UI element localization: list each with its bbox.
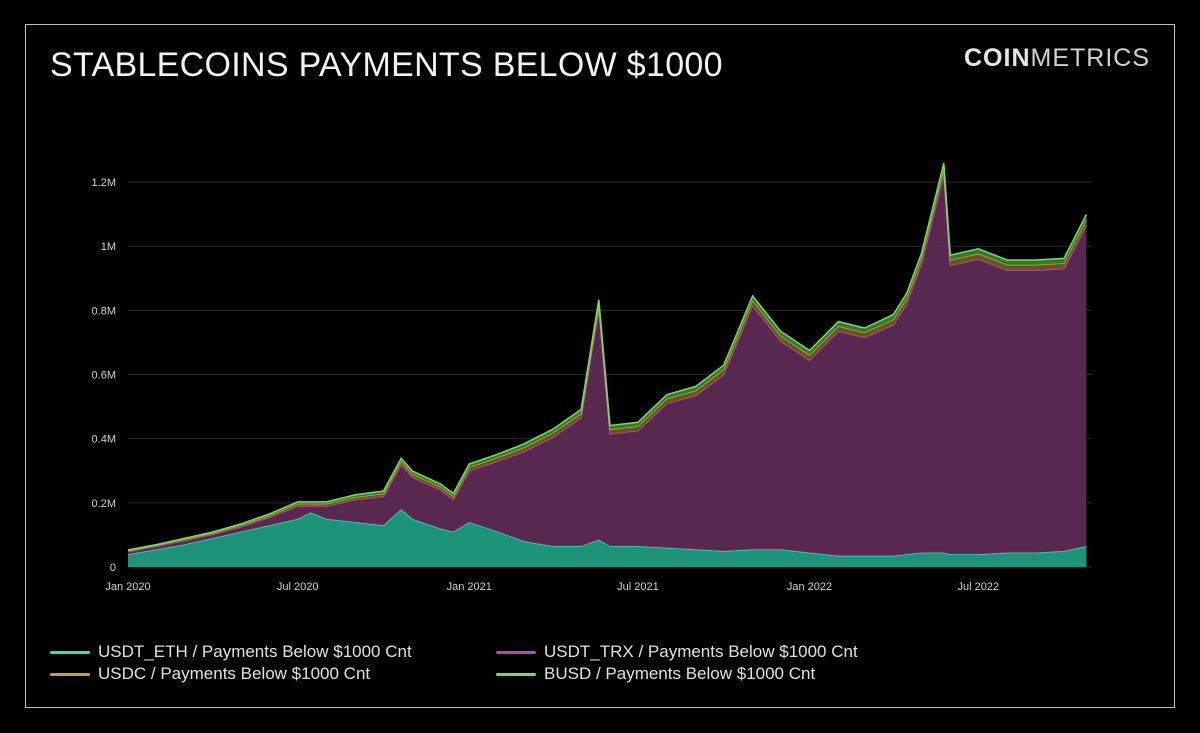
x-tick-label: Jan 2020 [105,581,150,593]
legend-label: USDT_TRX / Payments Below $1000 Cnt [544,642,858,661]
y-tick-label: 0.8M [92,305,116,317]
y-tick-label: 1M [101,241,116,253]
legend-swatch [496,650,536,654]
y-tick-label: 0.2M [92,498,116,510]
coinmetrics-logo: COINMETRICS [964,44,1150,73]
series-line-3 [127,163,1088,551]
y-axis: 0 0.2M 0.4M 0.6M 0.8M 1M 1.2M [92,177,116,574]
y-tick-label: 0.4M [92,434,116,446]
legend-item[interactable]: USDC / Payments Below $1000 Cnt [50,664,370,684]
legend: USDT_ETH / Payments Below $1000 Cnt USDT_… [50,642,858,692]
legend-label: BUSD / Payments Below $1000 Cnt [544,664,816,683]
legend-item[interactable]: USDT_TRX / Payments Below $1000 Cnt [496,642,858,662]
chart-title: STABLECOINS PAYMENTS BELOW $1000 [50,46,723,84]
x-tick-label: Jan 2021 [447,581,492,593]
x-tick-label: Jan 2022 [787,581,832,593]
y-tick-label: 0 [110,562,116,574]
x-tick-label: Jul 2020 [277,581,319,593]
legend-swatch [50,650,90,654]
legend-item[interactable]: BUSD / Payments Below $1000 Cnt [496,664,815,684]
legend-item[interactable]: USDT_ETH / Payments Below $1000 Cnt [50,642,412,662]
x-tick-label: Jul 2021 [617,581,659,593]
x-tick-label: Jul 2022 [957,581,999,593]
legend-swatch [50,672,90,676]
chart-frame [25,24,1175,708]
series-areas [127,163,1088,567]
legend-swatch [496,672,536,676]
logo-light-text: METRICS [1030,44,1150,72]
legend-label: USDC / Payments Below $1000 Cnt [98,664,371,683]
x-axis: Jan 2020 Jul 2020 Jan 2021 Jul 2021 Jan 2022… [105,581,999,593]
logo-bold-text: COIN [964,44,1031,72]
y-tick-label: 0.6M [92,370,116,382]
y-tick-label: 1.2M [92,177,116,189]
series-area-1 [128,174,1087,556]
legend-label: USDT_ETH / Payments Below $1000 Cnt [98,642,412,661]
